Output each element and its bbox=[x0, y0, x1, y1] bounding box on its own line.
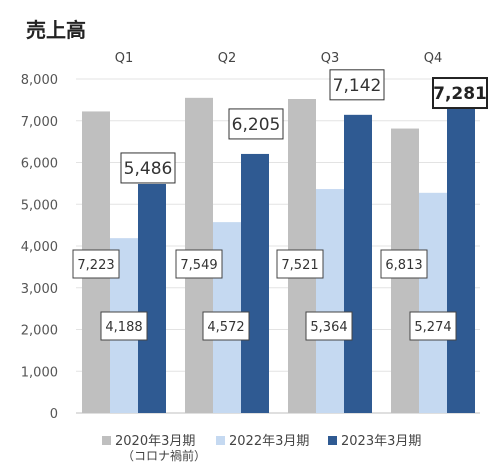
y-tick-label: 8,000 bbox=[21, 73, 58, 88]
data-label-2020-q1-box bbox=[72, 249, 120, 279]
legend-note-2020: （コロナ禍前） bbox=[122, 449, 207, 463]
legend-swatch-2022 bbox=[216, 436, 225, 445]
data-label-2023-q1: 5,486 bbox=[124, 159, 173, 179]
bar-2022-q4 bbox=[419, 192, 447, 413]
data-label-2022-q4-box bbox=[409, 311, 457, 341]
data-label-2023-q2: 6,205 bbox=[232, 115, 281, 135]
bar-chart: 0 1,000 2,000 3,000 4,000 5,000 6,000 7,000 8,00… bbox=[21, 51, 488, 422]
y-tick-label: 6,000 bbox=[21, 157, 58, 172]
legend-label-2023: 2023年3月期 bbox=[341, 434, 422, 449]
y-tick-label: 0 bbox=[50, 407, 58, 422]
y-tick-label: 5,000 bbox=[21, 198, 58, 213]
data-label-2022-q3-box bbox=[305, 311, 353, 341]
y-tick-label: 2,000 bbox=[21, 324, 58, 339]
legend-label-2020: 2020年3月期 bbox=[115, 434, 196, 449]
data-label-2022-q3: 5,364 bbox=[310, 320, 347, 335]
data-label-2023-q3: 7,142 bbox=[333, 76, 382, 96]
bar-2023-q1 bbox=[138, 183, 166, 413]
data-label-2020-q3: 7,521 bbox=[281, 258, 318, 273]
y-tick-label: 4,000 bbox=[21, 240, 58, 255]
legend-label-2022: 2022年3月期 bbox=[229, 434, 310, 449]
bar-2023-q3 bbox=[344, 114, 372, 413]
data-label-2020-q1: 7,223 bbox=[77, 258, 114, 273]
data-label-2023-q3-box bbox=[329, 69, 385, 101]
data-label-2020-q2-box bbox=[175, 249, 223, 279]
legend-item-2022: 2022年3月期 bbox=[216, 430, 309, 449]
data-label-2023-q4-box bbox=[432, 77, 488, 110]
data-label-2022-q4: 5,274 bbox=[414, 320, 451, 335]
category-label-q4: Q4 bbox=[424, 51, 443, 66]
bar-2023-q4 bbox=[447, 109, 475, 413]
category-label-q2: Q2 bbox=[218, 51, 237, 66]
y-tick-label: 1,000 bbox=[21, 365, 58, 380]
category-label-q3: Q3 bbox=[321, 51, 340, 66]
data-label-2023-q1-box bbox=[120, 152, 176, 184]
data-label-2023-q4: 7,281 bbox=[433, 84, 487, 104]
legend-item-2020: 2020年3月期 bbox=[102, 430, 195, 449]
legend-item-2023: 2023年3月期 bbox=[328, 430, 421, 449]
data-label-2020-q3-box bbox=[276, 249, 324, 279]
chart-title: 売上高 bbox=[26, 18, 86, 42]
bar-2023-q2 bbox=[241, 153, 269, 413]
data-label-2022-q1-box bbox=[100, 311, 148, 341]
data-label-2022-q2: 4,572 bbox=[207, 320, 244, 335]
legend-swatch-2020 bbox=[102, 436, 111, 445]
data-label-2022-q1: 4,188 bbox=[105, 320, 142, 335]
data-label-2020-q4-box bbox=[380, 249, 428, 279]
y-tick-label: 3,000 bbox=[21, 282, 58, 297]
legend-swatch-2023 bbox=[328, 436, 337, 445]
bar-2022-q3 bbox=[316, 189, 344, 413]
data-label-2020-q2: 7,549 bbox=[180, 258, 217, 273]
data-label-2020-q4: 6,813 bbox=[385, 258, 422, 273]
y-tick-label: 7,000 bbox=[21, 115, 58, 130]
data-label-2022-q2-box bbox=[202, 311, 250, 341]
data-label-2023-q2-box bbox=[228, 108, 284, 140]
category-label-q1: Q1 bbox=[115, 51, 134, 66]
